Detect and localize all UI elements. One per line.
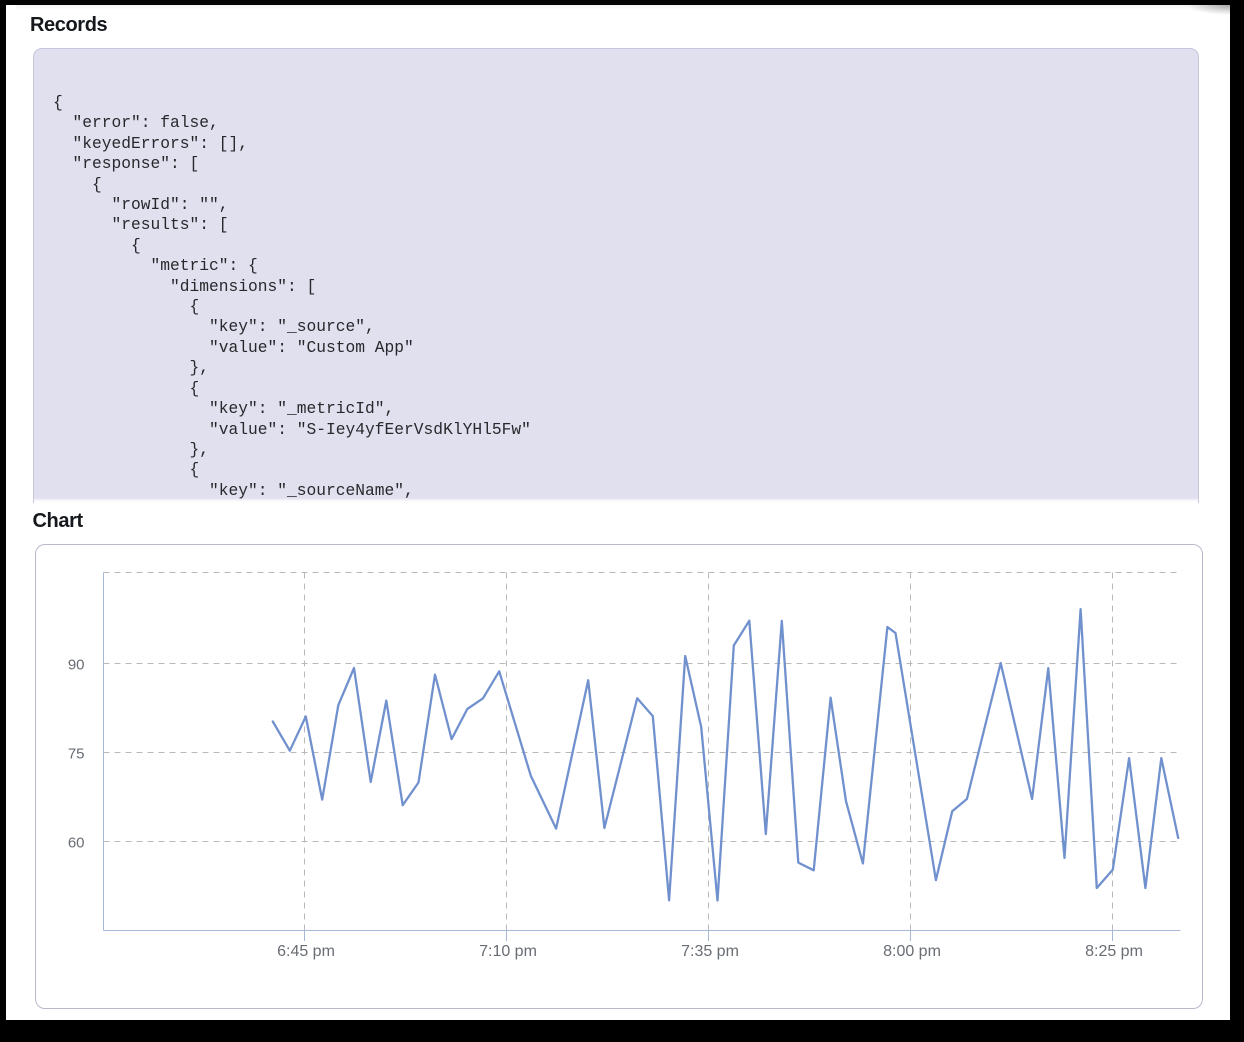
svg-text:7:10 pm: 7:10 pm [479,943,537,960]
svg-text:90: 90 [68,656,85,673]
svg-text:8:25 pm: 8:25 pm [1085,943,1143,960]
svg-text:6:45 pm: 6:45 pm [277,943,335,960]
svg-text:8:00 pm: 8:00 pm [883,943,941,960]
svg-text:7:35 pm: 7:35 pm [681,943,739,960]
svg-text:75: 75 [68,745,85,762]
svg-text:60: 60 [68,834,85,851]
